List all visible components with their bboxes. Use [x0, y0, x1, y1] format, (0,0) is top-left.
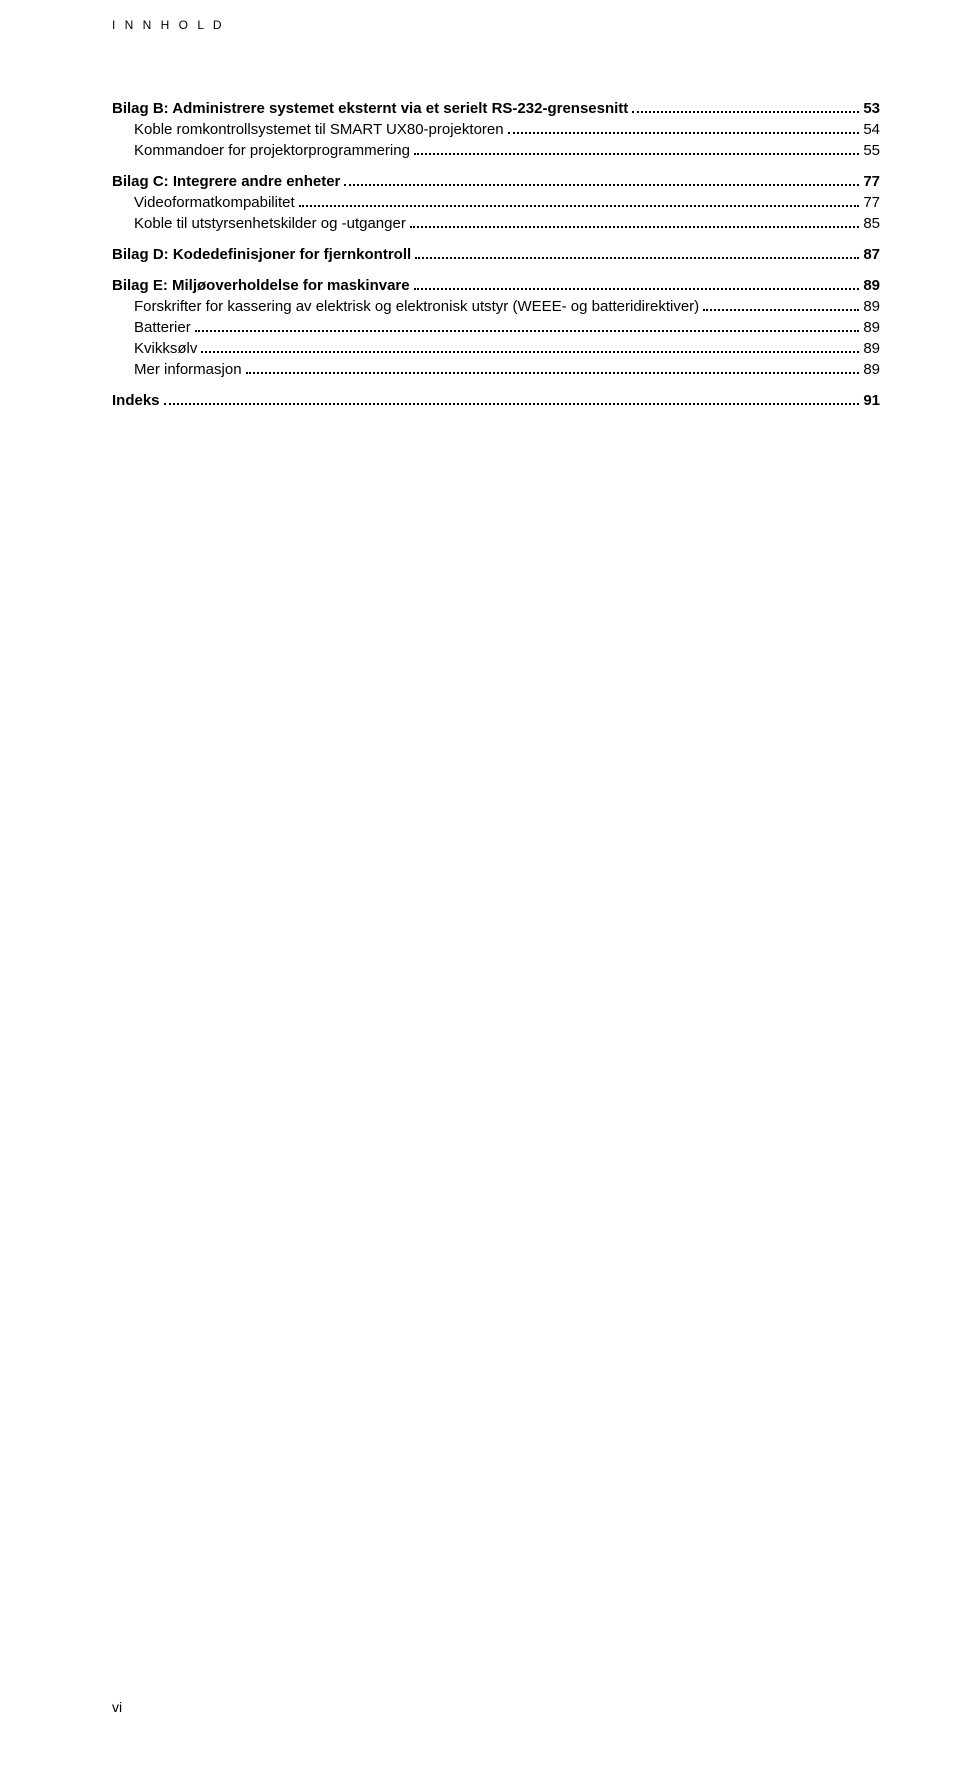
toc-entry-label: Bilag C: Integrere andre enheter — [112, 173, 340, 190]
toc-entry-page: 55 — [863, 142, 880, 159]
toc-entry: Bilag C: Integrere andre enheter 77 — [112, 173, 880, 190]
toc-entry-label: Koble romkontrollsystemet til SMART UX80… — [134, 121, 504, 138]
toc-entry-page: 89 — [863, 298, 880, 315]
toc-leader-dots — [414, 153, 859, 155]
toc-entry-label: Indeks — [112, 392, 160, 409]
toc-entry-label: Kommandoer for projektorprogrammering — [134, 142, 410, 159]
page-container: I N N H O L D Bilag B: Administrere syst… — [0, 0, 960, 409]
toc-leader-dots — [632, 111, 859, 113]
toc-entry-label: Mer informasjon — [134, 361, 242, 378]
toc-entry-page: 54 — [863, 121, 880, 138]
toc-entry: Indeks 91 — [112, 392, 880, 409]
toc-entry-label: Kvikksølv — [134, 340, 197, 357]
toc-leader-dots — [195, 330, 860, 332]
toc-entry: Bilag E: Miljøoverholdelse for maskinvar… — [112, 277, 880, 294]
toc-entry-page: 89 — [863, 277, 880, 294]
toc-entry-label: Bilag D: Kodedefinisjoner for fjernkontr… — [112, 246, 411, 263]
toc-leader-dots — [299, 205, 860, 207]
toc-entry-label: Bilag E: Miljøoverholdelse for maskinvar… — [112, 277, 410, 294]
toc-entry-page: 89 — [863, 361, 880, 378]
toc-entry-page: 91 — [863, 392, 880, 409]
toc-entry-page: 53 — [863, 100, 880, 117]
toc-entry: Koble til utstyrsenhetskilder og -utgang… — [112, 215, 880, 232]
toc-entry: Koble romkontrollsystemet til SMART UX80… — [112, 121, 880, 138]
toc-leader-dots — [201, 351, 859, 353]
toc-entry-page: 85 — [863, 215, 880, 232]
toc-leader-dots — [344, 184, 859, 186]
toc-entry: Kommandoer for projektorprogrammering 55 — [112, 142, 880, 159]
toc-entry: Bilag D: Kodedefinisjoner for fjernkontr… — [112, 246, 880, 263]
toc-entry: Forskrifter for kassering av elektrisk o… — [112, 298, 880, 315]
toc-entry: Batterier 89 — [112, 319, 880, 336]
table-of-contents: Bilag B: Administrere systemet eksternt … — [112, 100, 880, 409]
toc-entry-label: Videoformatkompabilitet — [134, 194, 295, 211]
toc-entry-label: Forskrifter for kassering av elektrisk o… — [134, 298, 699, 315]
toc-leader-dots — [415, 257, 859, 259]
toc-entry-page: 89 — [863, 340, 880, 357]
toc-entry-page: 77 — [863, 194, 880, 211]
toc-entry-label: Bilag B: Administrere systemet eksternt … — [112, 100, 628, 117]
toc-entry-label: Koble til utstyrsenhetskilder og -utgang… — [134, 215, 406, 232]
page-number-footer: vi — [112, 1699, 122, 1715]
toc-leader-dots — [246, 372, 860, 374]
toc-entry: Mer informasjon 89 — [112, 361, 880, 378]
toc-entry: Videoformatkompabilitet 77 — [112, 194, 880, 211]
toc-entry-label: Batterier — [134, 319, 191, 336]
toc-leader-dots — [164, 403, 860, 405]
running-head: I N N H O L D — [112, 18, 880, 32]
toc-leader-dots — [703, 309, 859, 311]
toc-entry-page: 87 — [863, 246, 880, 263]
toc-leader-dots — [414, 288, 860, 290]
toc-leader-dots — [508, 132, 860, 134]
toc-entry: Bilag B: Administrere systemet eksternt … — [112, 100, 880, 117]
toc-entry: Kvikksølv 89 — [112, 340, 880, 357]
toc-entry-page: 77 — [863, 173, 880, 190]
toc-leader-dots — [410, 226, 859, 228]
toc-entry-page: 89 — [863, 319, 880, 336]
